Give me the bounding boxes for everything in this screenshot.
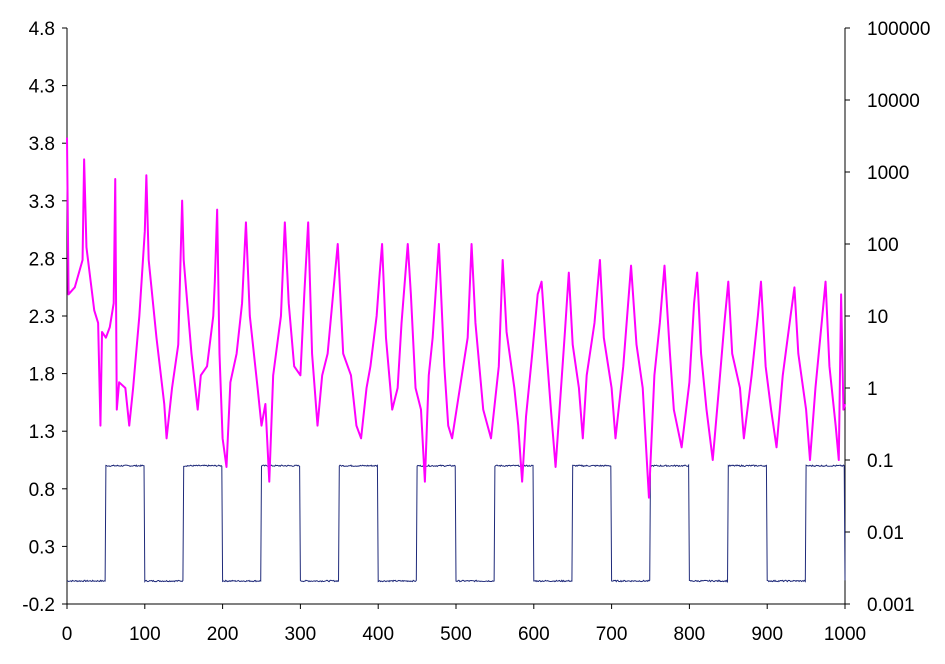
y-right-tick-label: 100	[867, 235, 899, 256]
series-layer	[66, 137, 846, 584]
series-magenta-line	[66, 137, 846, 499]
tick-labels: 4.84.33.83.32.82.31.81.30.80.3-0.2100000…	[22, 19, 930, 645]
y-left-tick-label: 0.8	[29, 480, 55, 501]
x-tick-label: 500	[440, 624, 472, 645]
y-right-tick-label: 0.001	[867, 595, 915, 616]
series-square-wave	[66, 463, 846, 584]
y-left-tick-label: 4.8	[29, 19, 55, 40]
x-tick-label: 700	[596, 624, 628, 645]
y-left-tick-label: 1.3	[29, 422, 55, 443]
y-left-tick-label: -0.2	[22, 595, 55, 616]
x-tick-label: 0	[62, 624, 73, 645]
x-tick-label: 200	[207, 624, 239, 645]
y-right-tick-label: 10000	[867, 91, 920, 112]
y-right-tick-label: 0.01	[867, 523, 904, 544]
x-tick-label: 900	[751, 624, 783, 645]
y-left-tick-label: 3.8	[29, 134, 55, 155]
y-left-tick-label: 2.3	[29, 307, 55, 328]
y-left-tick-label: 1.8	[29, 365, 55, 386]
x-tick-label: 100	[129, 624, 161, 645]
y-left-tick-label: 3.3	[29, 192, 55, 213]
x-tick-label: 800	[674, 624, 706, 645]
y-left-tick-label: 0.3	[29, 537, 55, 558]
x-tick-label: 600	[518, 624, 550, 645]
y-left-tick-label: 4.3	[29, 77, 55, 98]
x-tick-label: 1000	[824, 624, 866, 645]
y-right-tick-label: 1	[867, 379, 878, 400]
y-right-tick-label: 10	[867, 307, 888, 328]
x-tick-label: 300	[285, 624, 317, 645]
y-right-tick-label: 1000	[867, 163, 909, 184]
y-left-tick-label: 2.8	[29, 249, 55, 270]
x-tick-label: 400	[362, 624, 394, 645]
y-right-tick-label: 0.1	[867, 451, 893, 472]
y-right-tick-label: 100000	[867, 19, 930, 40]
